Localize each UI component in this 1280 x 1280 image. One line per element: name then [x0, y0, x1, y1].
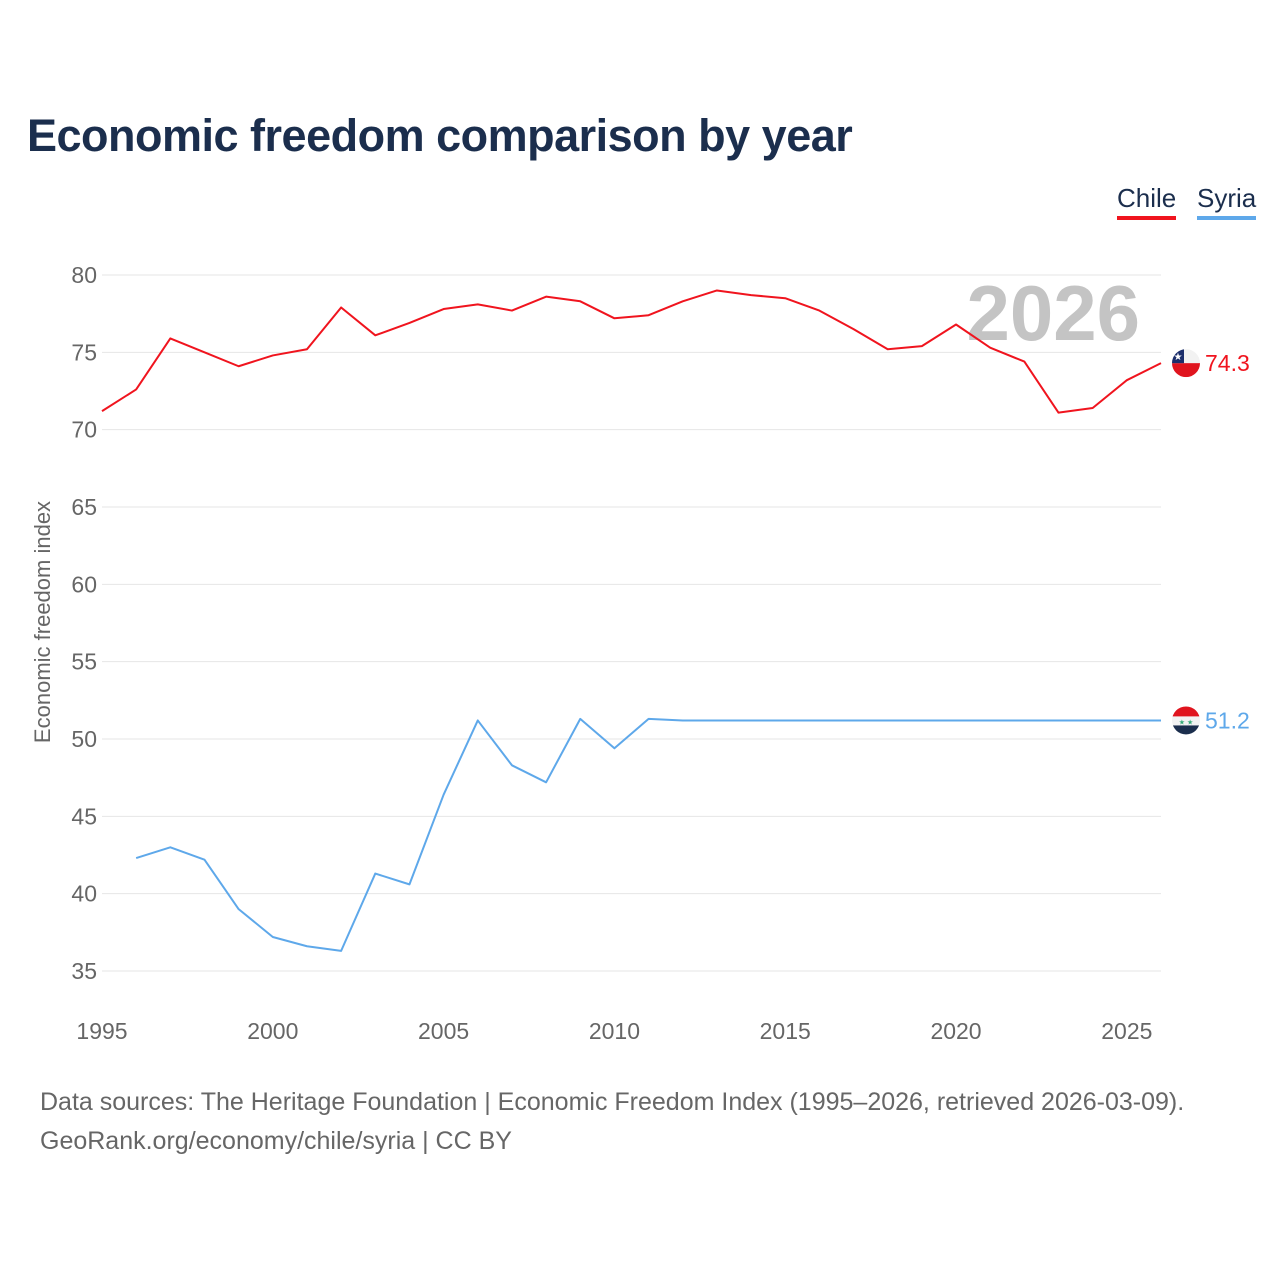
syria-flag-icon: ★ ★ — [1172, 706, 1200, 735]
y-axis-label: Economic freedom index — [30, 501, 55, 743]
chile-flag-icon: ★ — [1172, 349, 1200, 378]
svg-text:★ ★: ★ ★ — [1179, 718, 1194, 726]
x-tick-label: 2025 — [1101, 1018, 1152, 1044]
y-tick-label: 35 — [71, 958, 97, 984]
year-watermark: 2026 — [966, 269, 1140, 357]
series-line-chile — [101, 289, 1162, 414]
y-tick-label: 50 — [71, 726, 97, 752]
footer-sources: Data sources: The Heritage Foundation | … — [40, 1088, 1185, 1116]
y-tick-label: 80 — [71, 262, 97, 288]
x-tick-label: 2005 — [418, 1018, 469, 1044]
end-label-syria: 51.2 — [1205, 707, 1250, 733]
y-tick-label: 60 — [71, 571, 97, 597]
chart-title: Economic freedom comparison by year — [27, 110, 853, 161]
legend-chile[interactable]: Chile — [1117, 183, 1177, 220]
series-line-syria — [135, 717, 1161, 952]
y-tick-label: 45 — [71, 803, 97, 829]
footer-credit: GeoRank.org/economy/chile/syria | CC BY — [40, 1127, 512, 1155]
x-tick-label: 2010 — [589, 1018, 640, 1044]
svg-text:★: ★ — [1174, 352, 1183, 363]
y-tick-label: 75 — [71, 339, 97, 365]
x-tick-label: 2020 — [930, 1018, 981, 1044]
y-tick-label: 40 — [71, 881, 97, 907]
y-tick-label: 70 — [71, 417, 97, 443]
x-tick-label: 2015 — [760, 1018, 811, 1044]
y-tick-label: 65 — [71, 494, 97, 520]
legend-syria[interactable]: Syria — [1197, 183, 1257, 220]
y-tick-label: 55 — [71, 649, 97, 675]
x-tick-label: 1995 — [76, 1018, 127, 1044]
x-tick-label: 2000 — [247, 1018, 298, 1044]
end-label-chile: 74.3 — [1205, 350, 1250, 376]
